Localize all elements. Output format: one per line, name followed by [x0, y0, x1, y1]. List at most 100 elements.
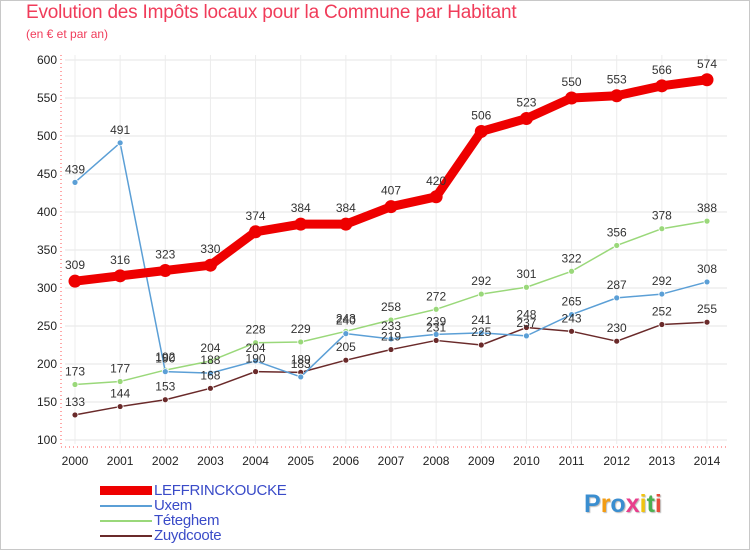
- data-label-zuydcoote: 144: [110, 387, 130, 401]
- data-label-leffrinckoucke: 330: [200, 242, 220, 256]
- y-tick-label: 100: [37, 433, 57, 447]
- logo-letter: o: [610, 490, 626, 518]
- logo-letter: t: [646, 490, 655, 518]
- logo-letter: i: [639, 490, 647, 518]
- data-label-leffrinckoucke: 309: [65, 258, 85, 272]
- data-label-tteghem: 173: [65, 365, 85, 379]
- y-tick-label: 300: [37, 281, 57, 295]
- data-label-tteghem: 301: [516, 267, 536, 281]
- data-point-tteghem: [703, 217, 711, 225]
- y-tick-label: 200: [37, 357, 57, 371]
- data-point-leffrinckoucke: [294, 217, 308, 231]
- data-point-tteghem: [658, 225, 666, 233]
- data-point-leffrinckoucke: [158, 264, 172, 278]
- data-label-zuydcoote: 231: [426, 320, 446, 334]
- data-point-leffrinckoucke: [565, 91, 579, 105]
- logo-letter: P: [584, 490, 601, 518]
- data-point-zuydcoote: [658, 321, 666, 328]
- data-label-leffrinckoucke: 316: [110, 253, 130, 267]
- legend-swatch-uxem: [100, 505, 152, 507]
- y-tick-label: 500: [37, 129, 57, 143]
- legend-swatch-zuydcoote: [100, 535, 152, 537]
- data-label-tteghem: 292: [471, 274, 491, 288]
- logo-letter: x: [625, 490, 640, 518]
- data-label-uxem: 241: [471, 313, 491, 327]
- data-label-zuydcoote: 252: [652, 304, 672, 318]
- data-label-uxem: 204: [246, 341, 266, 355]
- data-point-uxem: [71, 178, 79, 186]
- series-group: [68, 73, 714, 419]
- data-point-tteghem: [477, 290, 485, 298]
- x-tick-label: 2006: [333, 454, 360, 468]
- data-label-zuydcoote: 190: [246, 352, 266, 366]
- data-label-tteghem: 258: [381, 300, 401, 314]
- legend-label-leffrinckoucke: LEFFRINCKOUCKE: [154, 482, 287, 499]
- data-label-zuydcoote: 255: [697, 302, 717, 316]
- data-label-uxem: 183: [291, 357, 311, 371]
- proxiti-logo: Proxiti: [584, 490, 662, 519]
- x-axis: 2000 2001 2002 2003 2004 2005 2006 2007 2008 2009…: [61, 446, 727, 468]
- y-axis: 100 150 200 250 300 350 400 450 500 550 600: [37, 53, 62, 447]
- legend-item-zuydcoote: Zuydcoote: [100, 527, 360, 544]
- data-label-uxem: 439: [65, 162, 85, 176]
- data-label-tteghem: 229: [291, 322, 311, 336]
- logo-letter: r: [600, 490, 611, 518]
- data-point-tteghem: [71, 381, 79, 388]
- x-tick-label: 2012: [603, 454, 630, 468]
- data-point-uxem: [207, 369, 214, 377]
- data-point-uxem: [432, 330, 440, 338]
- data-label-zuydcoote: 205: [336, 340, 356, 354]
- data-labels: 309 316 323 330 374 384 384 407 420 506 523 550 553 5…: [65, 57, 717, 409]
- data-point-zuydcoote: [116, 403, 124, 410]
- data-point-zuydcoote: [71, 411, 79, 419]
- data-point-leffrinckoucke: [655, 79, 669, 93]
- data-label-tteghem: 378: [652, 209, 672, 223]
- data-point-zuydcoote: [613, 337, 621, 345]
- logo-letter: i: [654, 490, 662, 518]
- x-tick-label: 2000: [62, 454, 89, 468]
- data-label-zuydcoote: 153: [155, 380, 175, 394]
- data-label-uxem: 188: [200, 353, 220, 367]
- data-point-leffrinckoucke: [700, 73, 714, 87]
- legend-label-zuydcoote: Zuydcoote: [154, 527, 222, 544]
- data-point-uxem: [613, 294, 621, 302]
- data-label-leffrinckoucke: 384: [291, 201, 311, 215]
- data-label-tteghem: 192: [155, 350, 175, 364]
- data-label-tteghem: 228: [246, 323, 266, 337]
- data-point-uxem: [387, 335, 395, 343]
- data-point-zuydcoote: [252, 368, 259, 376]
- x-tick-label: 2003: [197, 454, 224, 468]
- legend-item-leffrinckoucke: LEFFRINCKOUCKE: [100, 482, 360, 499]
- data-point-uxem: [568, 311, 575, 319]
- data-label-uxem: 491: [110, 123, 130, 137]
- data-label-tteghem: 243: [336, 311, 356, 325]
- data-point-tteghem: [523, 283, 530, 291]
- data-point-tteghem: [252, 339, 259, 347]
- data-label-uxem: 237: [516, 316, 536, 330]
- data-label-uxem: 292: [652, 274, 672, 288]
- legend-label-teteghem: Téteghem: [154, 512, 220, 529]
- data-label-zuydcoote: 248: [516, 308, 536, 322]
- data-point-uxem: [658, 290, 666, 298]
- y-tick-label: 450: [37, 167, 57, 181]
- x-tick-label: 2009: [468, 454, 495, 468]
- data-point-leffrinckoucke: [519, 112, 533, 126]
- legend-swatch-teteghem: [100, 520, 152, 522]
- data-point-zuydcoote: [568, 327, 575, 335]
- data-label-leffrinckoucke: 384: [336, 201, 356, 215]
- x-tick-label: 2008: [423, 454, 450, 468]
- x-tick-label: 2011: [559, 454, 585, 468]
- data-label-uxem: 240: [336, 314, 356, 328]
- data-point-tteghem: [568, 267, 575, 275]
- data-label-tteghem: 204: [200, 341, 220, 355]
- data-point-leffrinckoucke: [203, 258, 217, 272]
- data-point-tteghem: [297, 338, 305, 346]
- data-label-uxem: 287: [607, 278, 627, 292]
- data-label-leffrinckoucke: 523: [516, 96, 536, 110]
- data-label-zuydcoote: 219: [381, 330, 401, 344]
- data-label-uxem: 190: [155, 352, 175, 366]
- data-point-leffrinckoucke: [429, 190, 443, 204]
- x-tick-label: 2010: [513, 454, 540, 468]
- data-point-uxem: [297, 373, 305, 381]
